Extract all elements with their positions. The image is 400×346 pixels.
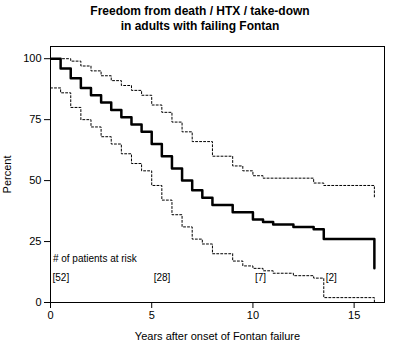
svg-text:[28]: [28] bbox=[154, 272, 171, 283]
svg-text:100: 100 bbox=[23, 52, 41, 64]
svg-text:[7]: [7] bbox=[255, 272, 266, 283]
svg-text:50: 50 bbox=[29, 174, 41, 186]
svg-text:0: 0 bbox=[35, 296, 41, 308]
svg-text:10: 10 bbox=[247, 309, 259, 321]
svg-text:[2]: [2] bbox=[326, 272, 337, 283]
svg-text:5: 5 bbox=[149, 309, 155, 321]
svg-text:[52]: [52] bbox=[53, 272, 70, 283]
svg-text:# of patients at risk: # of patients at risk bbox=[53, 253, 138, 264]
svg-text:Percent: Percent bbox=[1, 156, 13, 194]
html-text:in adults with failing Fontan: in adults with failing Fontan bbox=[120, 19, 280, 33]
svg-text:25: 25 bbox=[29, 235, 41, 247]
svg-text:Years after onset of Fontan fa: Years after onset of Fontan failure bbox=[135, 330, 300, 342]
html-text:Freedom from death / HTX / tak: Freedom from death / HTX / take-down bbox=[90, 4, 310, 18]
svg-text:75: 75 bbox=[29, 113, 41, 125]
svg-text:15: 15 bbox=[348, 309, 360, 321]
svg-text:0: 0 bbox=[47, 309, 53, 321]
